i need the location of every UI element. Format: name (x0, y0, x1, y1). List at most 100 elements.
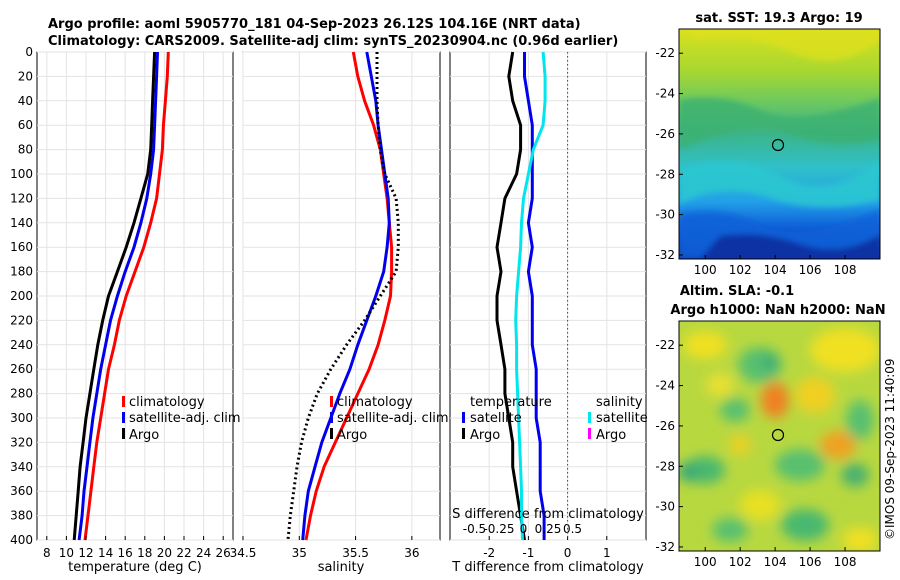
series-line-argo (286, 52, 400, 541)
y-tick-label: 20 (18, 69, 33, 83)
map-x-tick-label: 102 (729, 263, 752, 277)
map-y-tick-label: -32 (655, 540, 675, 554)
map-x-tick-label: 100 (694, 263, 717, 277)
x-tick-label: 34.5 (230, 546, 257, 560)
y-tick-label: 380 (10, 509, 33, 523)
series-line-satellite-adj-clim (77, 51, 159, 541)
legend-label-s-satellite: satellite (596, 411, 648, 426)
x-tick-label: 36 (404, 546, 419, 560)
sla-map-title-1: Altim. SLA: -0.1 (680, 284, 794, 299)
series-line-temperature-argo (495, 51, 526, 541)
legend-swatch-s-argo (588, 428, 591, 439)
y-tick-label: 180 (10, 265, 33, 279)
x-tick-label: 0 (564, 546, 572, 560)
legend-swatch-s-satellite (588, 412, 591, 423)
x-tick-label: 26 (216, 546, 231, 560)
legend-swatch-argo (330, 428, 333, 439)
series-line-salinity-satellite (514, 51, 547, 541)
series-line-argo (72, 51, 157, 541)
map-x-tick-label: 108 (834, 263, 857, 277)
x-tick-label: 14 (98, 546, 113, 560)
legend-label-t-argo: Argo (470, 428, 500, 443)
sst-map-ticks: 100 102 104 106 108 -22 -24 -26 -28 -30 -32 (655, 46, 856, 277)
y-tick-label: 280 (10, 387, 33, 401)
x-tick-label: 35.5 (342, 546, 369, 560)
legend-label-t-satellite: satellite (470, 411, 522, 426)
legend-label-argo: Argo (129, 428, 159, 443)
map-x-tick-label: 106 (799, 555, 822, 569)
x-tick-label: -1 (522, 546, 534, 560)
legend-swatch-climatology (122, 396, 125, 407)
y-tick-label: 40 (18, 94, 33, 108)
sst-map-title: sat. SST: 19.3 Argo: 19 (695, 11, 862, 26)
map-y-tick-label: -26 (655, 419, 675, 433)
sla-map-title-2: Argo h1000: NaN h2000: NaN (670, 303, 885, 318)
legend-label-satellite: satellite-adj. clim (337, 411, 449, 426)
y-tick-label: 140 (10, 216, 33, 230)
x2-tick-label: -0.25 (483, 522, 514, 536)
legend-swatch-t-argo (462, 428, 465, 439)
salinity-legend: climatology satellite-adj. clim Argo (330, 395, 449, 443)
temperature-lines (72, 51, 170, 541)
y-tick-label: 60 (18, 118, 33, 132)
map-y-tick-label: -28 (655, 459, 675, 473)
sst-argo-marker (771, 138, 785, 152)
map-x-tick-label: 102 (729, 555, 752, 569)
difference-xlabel: T difference from climatology (451, 560, 644, 575)
temperature-xlabel: temperature (deg C) (68, 560, 202, 575)
salinity-lines (286, 51, 400, 541)
title-line-2: Climatology: CARS2009. Satellite-adj cli… (48, 34, 618, 49)
legend-swatch-t-satellite (462, 412, 465, 423)
difference-legend: temperature satellite Argo salinity sate… (462, 395, 648, 443)
difference-grid (450, 51, 646, 541)
sla-map-ticks: 100 102 104 106 108 -22 -24 -26 -28 -30 -32 (655, 338, 856, 569)
legend-swatch-satellite (330, 412, 333, 423)
y-tick-label: 240 (10, 338, 33, 352)
x-tick-label: 35 (292, 546, 307, 560)
x2-tick-label: -0.5 (463, 522, 486, 536)
series-line-climatology (304, 51, 394, 541)
legend-swatch-satellite (122, 412, 125, 423)
map-y-tick-label: -32 (655, 248, 675, 262)
y-tick-label: 220 (10, 313, 33, 327)
legend-swatch-argo (122, 428, 125, 439)
legend-label-argo: Argo (337, 428, 367, 443)
x-tick-label: 18 (137, 546, 152, 560)
y-tick-label: 360 (10, 484, 33, 498)
x-tick-label: 10 (59, 546, 74, 560)
x-tick-label: 8 (43, 546, 51, 560)
map-y-tick-label: -26 (655, 127, 675, 141)
map-x-tick-label: 100 (694, 555, 717, 569)
map-y-tick-label: -24 (655, 379, 675, 393)
legend-swatch-climatology (330, 396, 333, 407)
y-tick-label: 100 (10, 167, 33, 181)
difference-lines (495, 51, 547, 541)
temperature-grid (37, 51, 233, 541)
legend-title-temperature: temperature (470, 395, 552, 410)
sla-map-image (679, 321, 880, 551)
map-y-tick-label: -30 (655, 208, 675, 222)
y-tick-label: 200 (10, 289, 33, 303)
salinity-grid (242, 51, 440, 541)
x-tick-label: 16 (118, 546, 133, 560)
legend-title-salinity: salinity (596, 395, 643, 410)
y-tick-label: 0 (25, 45, 33, 59)
legend-label-satellite: satellite-adj. clim (129, 411, 241, 426)
map-x-tick-label: 106 (799, 263, 822, 277)
x-tick-label: 12 (78, 546, 93, 560)
x-tick-label: 24 (196, 546, 211, 560)
x2-tick-label: 0 (520, 522, 528, 536)
map-y-tick-label: -28 (655, 167, 675, 181)
legend-label-climatology: climatology (129, 395, 205, 410)
y-tick-label: 300 (10, 411, 33, 425)
map-y-tick-label: -24 (655, 87, 675, 101)
map-x-tick-label: 104 (764, 555, 787, 569)
credit-text: ©IMOS 09-Sep-2023 11:40:09 (883, 358, 897, 540)
y-tick-label: 120 (10, 191, 33, 205)
title-line-1: Argo profile: aoml 5905770_181 04-Sep-20… (48, 17, 581, 32)
map-x-tick-label: 104 (764, 263, 787, 277)
salinity-xlabel: salinity (318, 560, 365, 575)
map-y-tick-label: -22 (655, 46, 675, 60)
